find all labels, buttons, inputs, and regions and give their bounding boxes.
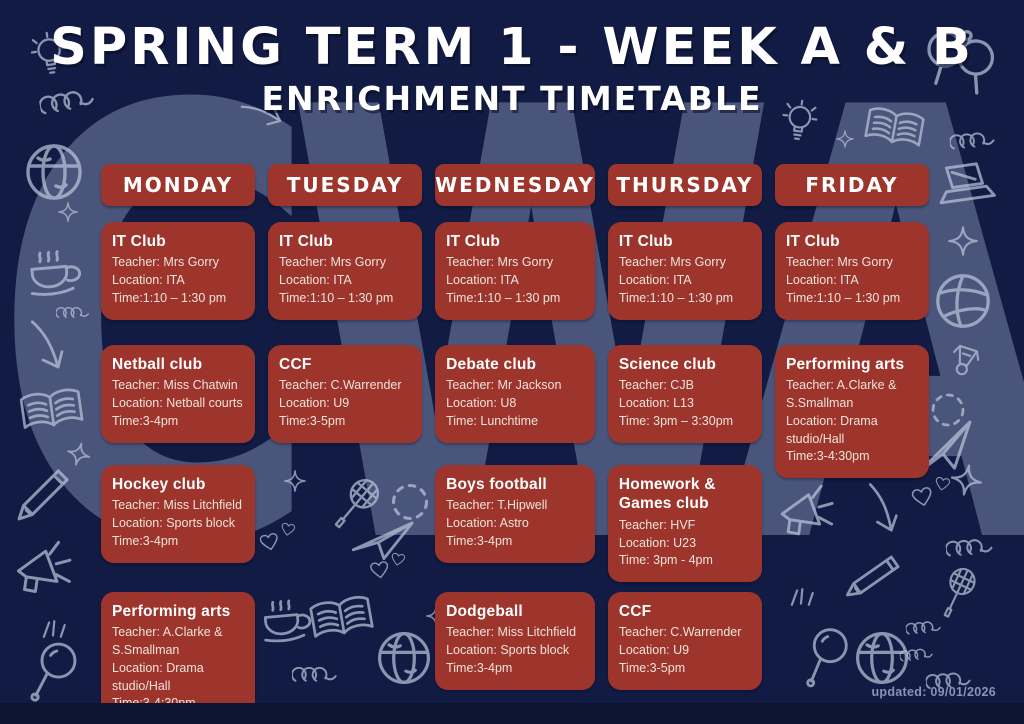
activity-title: Science club [618, 356, 717, 373]
activity-card: Debate club Teacher: Mr Jackson Location: … [435, 345, 595, 443]
activity-detail: Location: Sports block [446, 643, 570, 658]
activity-card: Science club Teacher: CJB Location: L13 Tim… [607, 345, 762, 443]
day-header-friday: FRIDAY [774, 164, 929, 206]
day-header-wednesday: WEDNESDAY [435, 164, 595, 206]
activity-detail: Teacher: Mrs Gorry [446, 255, 554, 270]
activity-detail: Time:3-4pm [112, 413, 179, 428]
activity-detail: Time:1:10 – 1:30 pm [446, 290, 561, 305]
activity-detail: Location: Astro [446, 516, 529, 531]
activity-detail: Time:1:10 – 1:30 pm [785, 290, 901, 305]
timetable-grid: MONDAY IT Club Teacher: Mrs Gorry Location:… [101, 164, 929, 724]
activity-detail: Location: ITA [112, 273, 185, 288]
activity-detail: Teacher: T.Hipwell [446, 498, 548, 513]
activity-detail: Teacher: C.Warrender [279, 378, 402, 393]
day-header-monday: MONDAY [101, 164, 256, 206]
activity-card: Performing arts Teacher: A.Clarke & S.Sma… [101, 592, 256, 724]
activity-detail: Location: U9 [618, 643, 690, 658]
activity-detail: Time:3-4pm [446, 533, 513, 548]
poster-title: SPRING TERM 1 - WEEK A & B [50, 18, 974, 77]
activity-detail: Teacher: CJB [618, 378, 694, 393]
activity-detail: Teacher: HVF [618, 517, 696, 532]
activity-detail: Location: ITA [446, 273, 519, 288]
activity-title: IT Club [618, 233, 673, 250]
activity-title: Boys football [446, 476, 547, 493]
day-header-thursday: THURSDAY [607, 164, 762, 206]
poster-header: SPRING TERM 1 - WEEK A & B ENRICHMENT TI… [0, 18, 1024, 118]
activity-card: IT Club Teacher: Mrs Gorry Location: ITA Ti… [435, 222, 595, 320]
poster-subtitle: ENRICHMENT TIMETABLE [261, 79, 763, 118]
activity-detail: Time: 3pm - 4pm [618, 553, 713, 568]
activity-title: Performing arts [112, 603, 231, 620]
activity-title: Dodgeball [446, 603, 523, 620]
activity-card: Netball club Teacher: Miss Chatwin Locatio… [101, 345, 256, 443]
activity-detail: Location: U8 [446, 396, 517, 411]
activity-detail: Location: ITA [618, 273, 692, 288]
activity-detail: Time: Lunchtime [446, 413, 539, 428]
activity-detail: Location: L13 [618, 396, 694, 411]
activity-title: IT Club [112, 233, 166, 250]
activity-detail: Location: Netball courts [112, 396, 243, 411]
activity-title: Hockey club [112, 476, 206, 493]
activity-title: Homework & Games club [618, 476, 716, 513]
activity-card: IT Club Teacher: Mrs Gorry Location: ITA Ti… [774, 222, 929, 320]
activity-detail: Teacher: Mrs Gorry [279, 255, 387, 270]
activity-card: IT Club Teacher: Mrs Gorry Location: ITA Ti… [101, 222, 256, 320]
activity-card: IT Club Teacher: Mrs Gorry Location: ITA Ti… [607, 222, 762, 320]
activity-title: IT Club [279, 233, 333, 250]
activity-title: Performing arts [785, 356, 905, 373]
footer-band [0, 703, 1024, 724]
activity-detail: Teacher: Miss Chatwin [112, 378, 238, 393]
activity-card: Hockey club Teacher: Miss Litchfield Locat… [101, 465, 256, 563]
activity-detail: Time:1:10 – 1:30 pm [279, 290, 394, 305]
activity-card: Homework & Games club Teacher: HVF Locatio… [607, 465, 762, 582]
activity-detail: Time:3-5pm [279, 413, 346, 428]
activity-detail: Teacher: Miss Litchfield [446, 625, 577, 640]
activity-card: CCF Teacher: C.Warrender Location: U9 Time:… [268, 345, 423, 443]
activity-detail: Time:3-4pm [112, 533, 179, 548]
activity-detail: Teacher: Mrs Gorry [785, 255, 893, 270]
activity-detail: Teacher: Mr Jackson [446, 378, 562, 393]
activity-card: Dodgeball Teacher: Miss Litchfield Locatio… [435, 592, 595, 690]
activity-detail: Teacher: A.Clarke & S.Smallman [785, 378, 897, 411]
activity-card: Performing arts Teacher: A.Clarke & S.Sma… [774, 345, 929, 479]
activity-detail: Location: ITA [279, 273, 352, 288]
activity-detail: Teacher: A.Clarke & S.Smallman [112, 625, 223, 658]
activity-detail: Time:3-4:30pm [785, 449, 870, 464]
activity-title: CCF [618, 603, 652, 620]
activity-detail: Time:1:10 – 1:30 pm [618, 290, 734, 305]
activity-detail: Location: Drama studio/Hall [112, 660, 204, 693]
activity-title: IT Club [785, 233, 840, 250]
activity-card: Boys football Teacher: T.Hipwell Location:… [435, 465, 595, 563]
activity-detail: Location: U9 [279, 396, 350, 411]
activity-detail: Teacher: Mrs Gorry [112, 255, 219, 270]
day-header-tuesday: TUESDAY [268, 164, 423, 206]
activity-detail: Time:3-4pm [446, 660, 513, 675]
activity-card: IT Club Teacher: Mrs Gorry Location: ITA Ti… [268, 222, 423, 320]
activity-detail: Location: Drama studio/Hall [785, 413, 878, 446]
activity-card: CCF Teacher: C.Warrender Location: U9 Time:… [607, 592, 762, 690]
activity-detail: Time:3-5pm [618, 660, 686, 675]
activity-detail: Location: ITA [785, 273, 859, 288]
activity-detail: Teacher: Mrs Gorry [618, 255, 726, 270]
activity-title: Debate club [446, 356, 537, 373]
activity-detail: Time: 3pm – 3:30pm [618, 413, 734, 428]
activity-detail: Teacher: Miss Litchfield [112, 498, 242, 513]
activity-title: Netball club [112, 356, 203, 373]
activity-detail: Teacher: C.Warrender [618, 625, 742, 640]
activity-detail: Location: Sports block [112, 516, 235, 531]
activity-detail: Time:1:10 – 1:30 pm [112, 290, 227, 305]
activity-detail: Location: U23 [618, 535, 697, 550]
last-updated-label: updated: 09/01/2026 [871, 685, 996, 699]
activity-title: CCF [279, 356, 312, 373]
activity-title: IT Club [446, 233, 501, 250]
